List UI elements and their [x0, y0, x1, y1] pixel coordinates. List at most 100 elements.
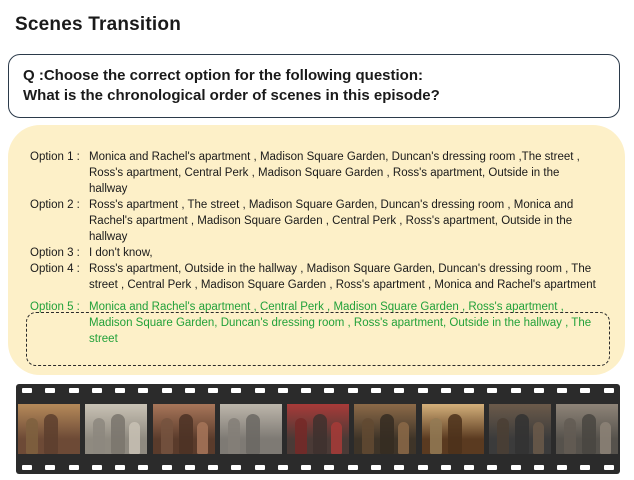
scene-figure [295, 418, 307, 454]
scene-figure [196, 422, 208, 454]
film-perforation [370, 388, 381, 393]
option-text: Monica and Rachel's apartment , Madison … [89, 151, 580, 195]
film-strip [16, 384, 620, 474]
film-perforation [440, 465, 451, 470]
film-perforation [91, 465, 102, 470]
page-title: Scenes Transition [15, 14, 182, 35]
scene-figure [93, 418, 106, 454]
scene-figure [429, 418, 442, 454]
film-perforation [533, 388, 544, 393]
film-perforations-top [22, 388, 614, 393]
film-perforation [22, 388, 32, 393]
scene-figure [447, 414, 462, 454]
option-1[interactable]: Option 1 : Monica and Rachel's apartment… [30, 149, 600, 197]
the-street-still [488, 404, 551, 454]
film-perforation [161, 388, 172, 393]
scene-figure [582, 414, 596, 454]
film-perforation [580, 465, 591, 470]
film-perforation [510, 465, 521, 470]
hallway-still [421, 404, 484, 454]
dressing-room-still [287, 404, 349, 454]
scene-figure [313, 414, 327, 454]
scene-figure [245, 414, 260, 454]
film-perforation [347, 388, 358, 393]
question-text: What is the chronological order of scene… [23, 87, 440, 104]
option-3[interactable]: Option 3 : I don't know, [30, 245, 600, 261]
film-perforation [603, 465, 614, 470]
scene-figure [564, 418, 576, 454]
madison-square-garden-still [152, 404, 215, 454]
scene-figure [600, 422, 611, 454]
central-perk-still [85, 404, 148, 454]
film-perforation [324, 388, 335, 393]
film-perforation [184, 465, 195, 470]
film-perforation [45, 388, 56, 393]
scene-figure [331, 422, 342, 454]
correct-answer-highlight [26, 312, 610, 366]
film-perforation [231, 465, 242, 470]
film-perforation [394, 465, 405, 470]
scene-figure [160, 418, 173, 454]
option-label: Option 5 : [30, 301, 80, 313]
film-perforation [557, 388, 568, 393]
scene-figure [26, 418, 38, 454]
scene-figure [44, 414, 58, 454]
option-text: I don't know, [89, 247, 153, 259]
scene-figure [398, 422, 410, 454]
film-perforation [301, 465, 312, 470]
film-perforation [184, 388, 195, 393]
film-perforation [208, 388, 219, 393]
film-perforation [464, 465, 475, 470]
film-perforation [68, 388, 79, 393]
film-perforation [91, 388, 102, 393]
option-5-correct[interactable]: Option 5 : Monica and Rachel's apartment… [30, 299, 600, 347]
scene-figure [514, 414, 529, 454]
film-perforation [580, 388, 591, 393]
option-4[interactable]: Option 4 : Ross's apartment, Outside in … [30, 261, 600, 293]
film-perforation [440, 388, 451, 393]
option-label: Option 3 : [30, 247, 80, 259]
scene-figure [178, 414, 193, 454]
scene-figure [227, 418, 240, 454]
film-perforation [22, 465, 32, 470]
option-text: Monica and Rachel's apartment , Central … [89, 301, 592, 345]
film-perforation [231, 388, 242, 393]
option-text: Ross's apartment , The street , Madison … [89, 199, 574, 243]
option-text: Ross's apartment, Outside in the hallway… [89, 263, 596, 291]
film-perforation [533, 465, 544, 470]
film-perforation [394, 388, 405, 393]
scene-figure [532, 422, 544, 454]
the-street-still-2 [556, 404, 618, 454]
film-perforation [510, 388, 521, 393]
film-perforation [45, 465, 56, 470]
film-perforation [115, 388, 126, 393]
scene-figure [380, 414, 395, 454]
film-perforation [417, 388, 428, 393]
film-perforation [557, 465, 568, 470]
ross-apartment-still [219, 404, 282, 454]
option-2[interactable]: Option 2 : Ross's apartment , The street… [30, 197, 600, 245]
film-perforation [68, 465, 79, 470]
film-perforation [487, 388, 498, 393]
options-panel: Option 1 : Monica and Rachel's apartment… [8, 125, 625, 375]
film-perforation [254, 388, 265, 393]
film-perforation [347, 465, 358, 470]
film-perforation [277, 465, 288, 470]
film-perforation [138, 465, 149, 470]
film-perforation [324, 465, 335, 470]
film-perforation [301, 388, 312, 393]
film-perforation [417, 465, 428, 470]
option-label: Option 4 : [30, 263, 80, 275]
option-label: Option 1 : [30, 151, 80, 163]
scene-figure [362, 418, 375, 454]
scene-figure [129, 422, 141, 454]
film-perforation [254, 465, 265, 470]
question-box: Q :Choose the correct option for the fol… [8, 54, 620, 118]
film-perforation [277, 388, 288, 393]
film-perforation [115, 465, 126, 470]
film-perforation [603, 388, 614, 393]
film-perforations-bottom [22, 465, 614, 470]
question-instruction: Q :Choose the correct option for the fol… [23, 67, 423, 84]
film-perforation [161, 465, 172, 470]
scene-figure [496, 418, 509, 454]
